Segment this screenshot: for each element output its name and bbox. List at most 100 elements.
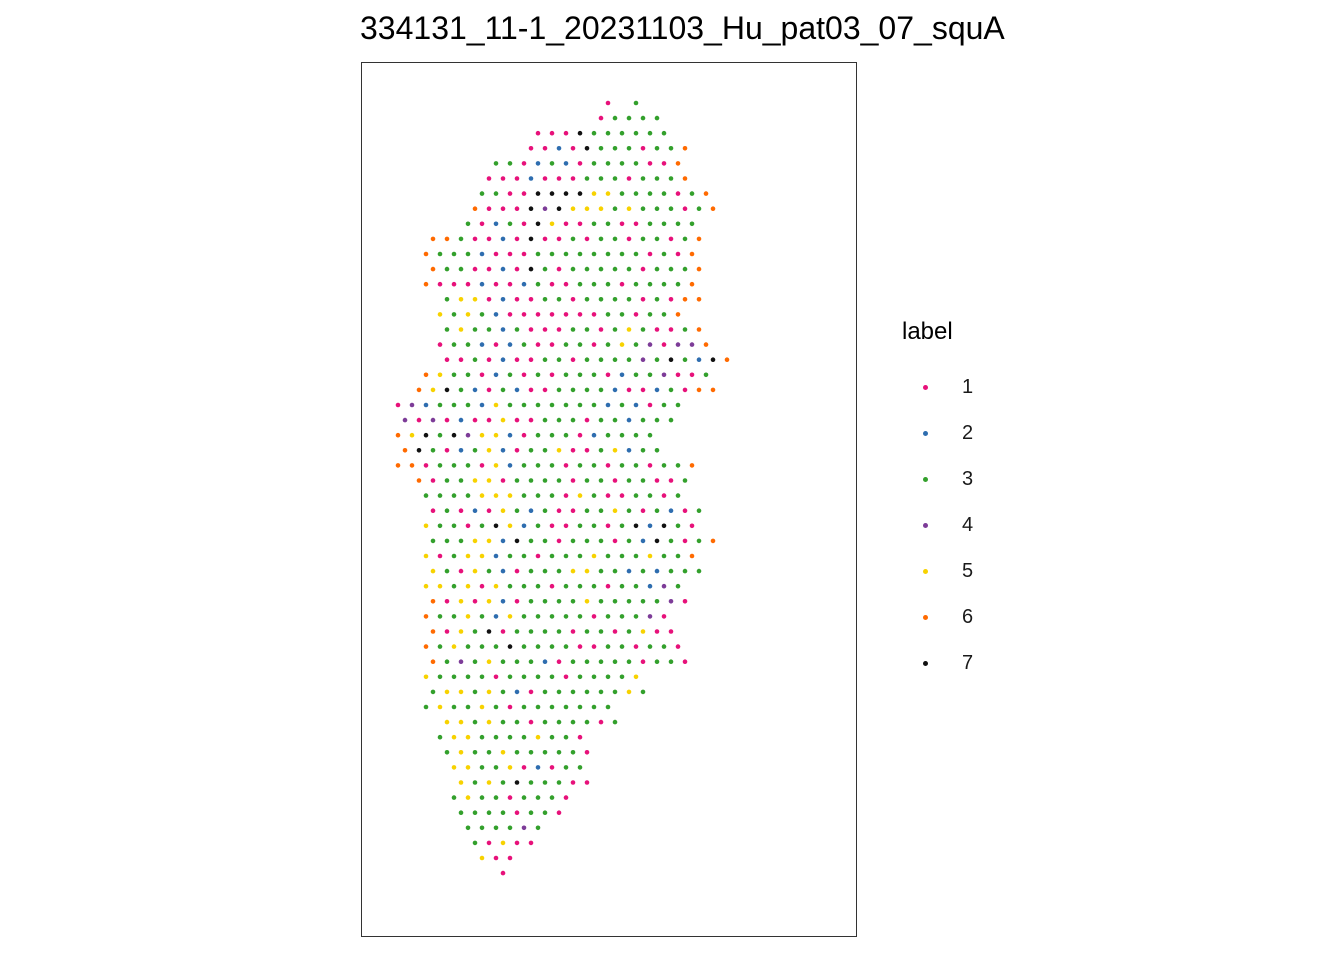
spot-label-3 — [542, 508, 548, 513]
spot-label-5 — [465, 614, 471, 619]
spot-label-3 — [472, 629, 478, 634]
spot-label-3 — [689, 221, 695, 227]
spot-label-2 — [472, 387, 478, 393]
spot-label-3 — [479, 523, 485, 529]
spot-label-3 — [528, 780, 534, 785]
spot-label-3 — [570, 327, 576, 332]
spot-label-3 — [661, 463, 667, 468]
spot-label-3 — [472, 719, 478, 725]
spot-label-1 — [521, 191, 527, 196]
spot-label-1 — [675, 644, 681, 649]
spot-label-3 — [675, 281, 681, 287]
spot-label-3 — [633, 130, 639, 136]
spot-label-3 — [465, 463, 471, 468]
spot-label-3 — [563, 432, 569, 438]
spot-label-3 — [584, 357, 590, 363]
spot-label-1 — [486, 236, 492, 242]
spot-scatter — [395, 100, 730, 876]
spot-label-6 — [430, 266, 436, 272]
spot-label-3 — [444, 750, 450, 755]
spot-label-1 — [689, 372, 695, 378]
spot-label-5 — [451, 765, 457, 770]
spot-label-3 — [626, 478, 632, 483]
spot-label-2 — [654, 387, 660, 393]
spot-label-1 — [479, 583, 485, 589]
spot-label-1 — [549, 130, 555, 136]
spot-label-1 — [549, 372, 555, 378]
spot-label-3 — [668, 176, 674, 181]
spot-label-1 — [619, 493, 625, 498]
spot-label-5 — [626, 206, 632, 211]
spot-label-5 — [486, 599, 492, 604]
spot-label-1 — [556, 810, 562, 815]
spot-label-1 — [528, 417, 534, 423]
spot-label-3 — [563, 372, 569, 378]
spot-label-3 — [542, 417, 548, 423]
legend-key — [902, 410, 948, 456]
spot-label-3 — [563, 704, 569, 710]
spot-label-3 — [668, 538, 674, 544]
spot-label-3 — [479, 795, 485, 800]
spot-label-3 — [584, 266, 590, 272]
spot-label-1 — [563, 493, 569, 498]
spot-label-3 — [556, 750, 562, 755]
spot-label-1 — [549, 312, 555, 317]
spot-label-5 — [430, 568, 436, 574]
spot-label-1 — [430, 508, 436, 513]
spot-label-2 — [500, 236, 506, 242]
spot-label-6 — [689, 463, 695, 468]
spot-label-5 — [423, 674, 429, 680]
spot-label-2 — [647, 583, 653, 589]
spot-label-3 — [577, 523, 583, 529]
spot-label-1 — [542, 327, 548, 332]
spot-label-5 — [465, 583, 471, 589]
spot-label-1 — [619, 281, 625, 287]
spot-label-3 — [591, 130, 597, 136]
spot-label-3 — [577, 402, 583, 408]
spot-label-1 — [528, 297, 534, 302]
spot-label-2 — [647, 523, 653, 529]
spot-label-3 — [528, 599, 534, 604]
spot-label-7 — [535, 191, 541, 196]
spot-label-2 — [500, 599, 506, 604]
spot-label-3 — [528, 659, 534, 664]
spot-label-2 — [472, 508, 478, 513]
spot-label-5 — [458, 719, 464, 725]
spot-label-2 — [668, 508, 674, 513]
spot-label-6 — [444, 236, 450, 242]
spot-label-1 — [507, 795, 513, 800]
spot-label-3 — [598, 297, 604, 302]
spot-label-3 — [549, 704, 555, 710]
spot-label-1 — [437, 342, 443, 347]
spot-label-3 — [458, 810, 464, 815]
spot-label-3 — [542, 448, 548, 453]
spot-label-5 — [556, 448, 562, 453]
spot-label-3 — [500, 810, 506, 815]
spot-label-6 — [430, 236, 436, 242]
spot-label-3 — [521, 493, 527, 498]
spot-label-3 — [535, 704, 541, 710]
spot-label-1 — [640, 266, 646, 272]
spot-label-3 — [563, 583, 569, 589]
spot-label-7 — [507, 644, 513, 649]
spot-label-1 — [514, 568, 520, 574]
spot-label-1 — [486, 176, 492, 181]
spot-label-3 — [626, 599, 632, 604]
spot-label-3 — [549, 493, 555, 498]
spot-label-5 — [640, 629, 646, 634]
spot-label-3 — [605, 161, 611, 166]
spot-label-2 — [514, 689, 520, 695]
spot-label-1 — [682, 659, 688, 664]
spot-label-1 — [493, 281, 499, 287]
spot-label-1 — [549, 765, 555, 770]
spot-label-3 — [535, 583, 541, 589]
spot-label-6 — [696, 266, 702, 272]
spot-label-3 — [696, 206, 702, 211]
spot-label-1 — [661, 493, 667, 498]
spot-label-3 — [598, 568, 604, 574]
spot-label-3 — [640, 599, 646, 604]
spot-label-3 — [521, 704, 527, 710]
spot-label-3 — [619, 644, 625, 649]
spot-label-5 — [423, 553, 429, 559]
spot-label-4 — [640, 357, 646, 363]
